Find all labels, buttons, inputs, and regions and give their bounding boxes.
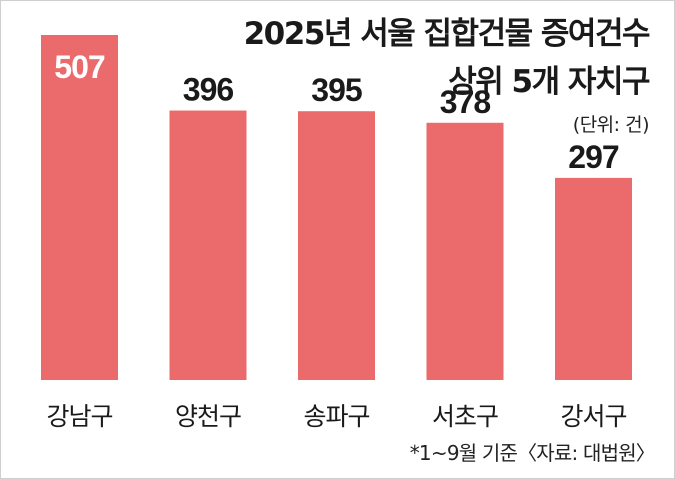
bar-value-label: 297 [568,139,619,175]
bar-value-label: 395 [311,72,362,108]
bar-value-label: 378 [440,84,491,120]
bar-4 [426,122,504,380]
bar-2 [169,110,247,381]
bar-5 [555,177,632,380]
category-label: 양천구 [175,402,241,431]
chart-title: 2025년 서울 집합건물 증여건수 [243,16,651,52]
category-label: 강남구 [46,402,112,431]
source-note: *1~9월 기준〈자료: 대법원〉 [409,441,656,465]
unit-label: (단위: 건) [572,114,650,136]
category-label: 강서구 [560,402,626,431]
bar-value-label: 507 [54,49,105,85]
category-label: 서초구 [432,402,498,431]
bar-3 [298,111,375,381]
bar-1 [41,35,118,380]
bar-value-label: 396 [183,72,234,108]
category-label: 송파구 [303,402,369,431]
chart-subtitle: 상위 5개 자치구 [448,64,650,100]
